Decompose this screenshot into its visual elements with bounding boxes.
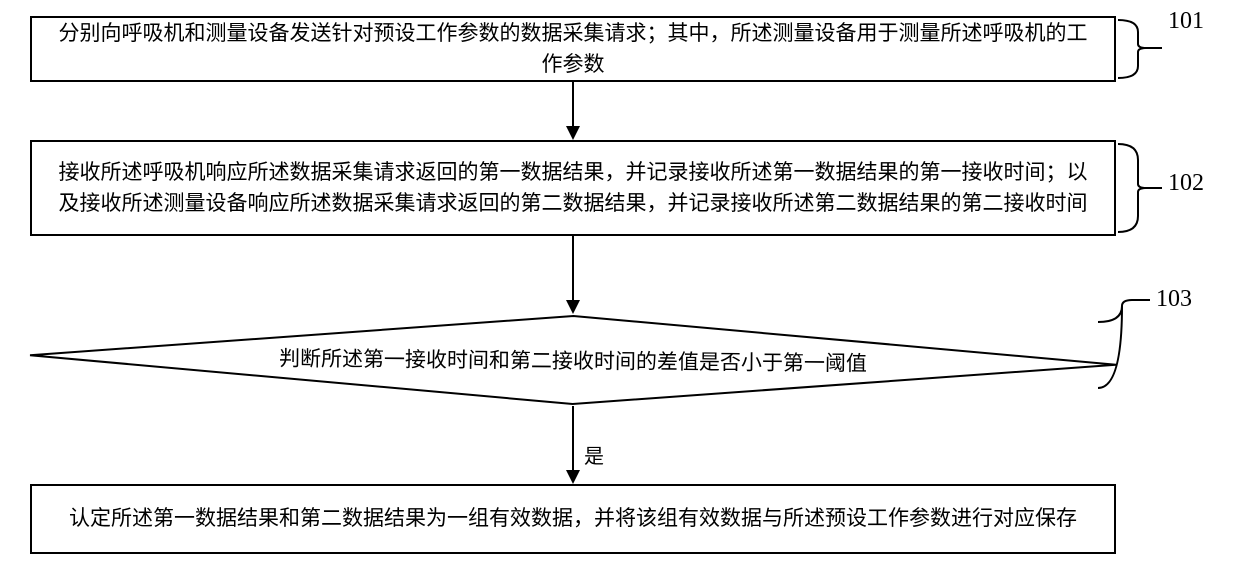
step-2-text: 接收所述呼吸机响应所述数据采集请求返回的第一数据结果，并记录接收所述第一数据结果… xyxy=(52,157,1094,220)
arrow-3-label: 是 xyxy=(584,440,604,469)
bracket-102 xyxy=(1116,142,1166,239)
decision-label: 103 xyxy=(1156,286,1192,313)
step-2-label: 102 xyxy=(1168,170,1204,197)
arrow-1-line xyxy=(572,82,574,128)
arrow-3-line xyxy=(572,406,574,472)
step-1-label: 101 xyxy=(1168,8,1204,35)
arrow-2-line xyxy=(572,236,574,302)
step-box-2: 接收所述呼吸机响应所述数据采集请求返回的第一数据结果，并记录接收所述第一数据结果… xyxy=(30,140,1116,236)
arrow-2-head xyxy=(566,300,580,314)
step-1-text: 分别向呼吸机和测量设备发送针对预设工作参数的数据采集请求；其中，所述测量设备用于… xyxy=(52,18,1094,81)
step-box-4: 认定所述第一数据结果和第二数据结果为一组有效数据，并将该组有效数据与所述预设工作… xyxy=(30,484,1116,554)
arrow-3-head xyxy=(566,470,580,484)
bracket-103 xyxy=(1096,298,1154,411)
decision-diamond: 判断所述第一接收时间和第二接收时间的差值是否小于第一阈值 xyxy=(28,309,1119,411)
bracket-101 xyxy=(1116,18,1166,85)
arrow-1-head xyxy=(566,126,580,140)
step-box-1: 分别向呼吸机和测量设备发送针对预设工作参数的数据采集请求；其中，所述测量设备用于… xyxy=(30,16,1116,82)
step-4-text: 认定所述第一数据结果和第二数据结果为一组有效数据，并将该组有效数据与所述预设工作… xyxy=(69,503,1077,535)
